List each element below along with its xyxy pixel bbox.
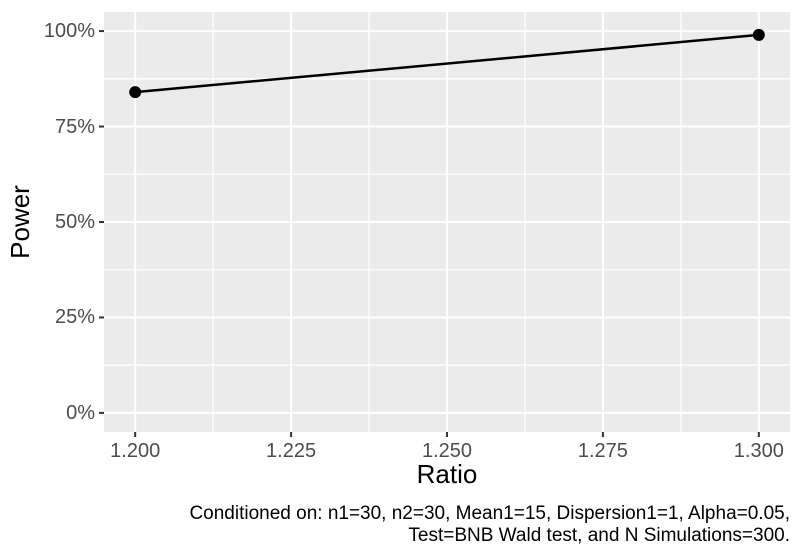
x-axis-tick-label: 1.200 — [110, 440, 161, 462]
y-axis-tick-label: 50% — [54, 211, 95, 233]
y-axis-tick-label: 75% — [54, 115, 95, 138]
x-axis-title: Ratio — [416, 459, 478, 489]
plot-caption: Conditioned on: n1=30, n2=30, Mean1=15, … — [189, 503, 790, 547]
x-axis-tick-label: 1.275 — [577, 440, 628, 462]
y-axis-tick-label: 0% — [66, 401, 95, 424]
data-line — [135, 33, 759, 94]
caption-line-2: Test=BNB Wald test, and N Simulations=30… — [408, 525, 790, 546]
x-axis-tick-label: 1.300 — [733, 440, 784, 462]
caption-line-1: Conditioned on: n1=30, n2=30, Mean1=15, … — [189, 503, 790, 524]
y-axis-tick-label: 25% — [54, 306, 95, 329]
x-axis-tick-label: 1.225 — [266, 440, 317, 462]
data-point — [129, 86, 142, 99]
y-axis-tick-label: 100% — [43, 20, 95, 43]
data-point — [752, 28, 765, 41]
x-axis-tick-label: 1.250 — [421, 440, 473, 462]
